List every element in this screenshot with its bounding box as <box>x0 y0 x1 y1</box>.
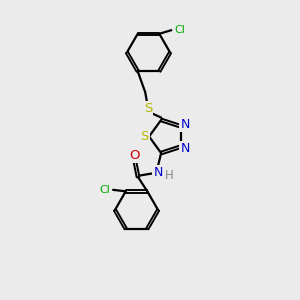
Text: O: O <box>129 149 140 162</box>
Text: S: S <box>140 130 149 143</box>
Text: H: H <box>165 169 174 182</box>
Text: Cl: Cl <box>99 185 110 195</box>
Text: N: N <box>153 166 163 179</box>
Text: Cl: Cl <box>174 25 185 34</box>
Text: S: S <box>144 102 152 115</box>
Text: N: N <box>180 142 190 155</box>
Text: N: N <box>180 118 190 131</box>
